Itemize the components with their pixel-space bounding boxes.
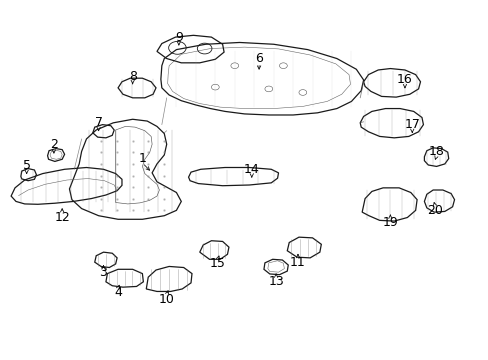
Text: 17: 17 <box>404 118 419 131</box>
Text: 5: 5 <box>22 159 31 172</box>
Text: 6: 6 <box>255 52 263 65</box>
Text: 8: 8 <box>128 70 136 83</box>
Text: 10: 10 <box>159 293 174 306</box>
Text: 11: 11 <box>289 256 305 269</box>
Text: 4: 4 <box>114 286 122 299</box>
Text: 19: 19 <box>382 216 397 229</box>
Text: 2: 2 <box>50 138 58 151</box>
Text: 15: 15 <box>209 257 225 270</box>
Text: 7: 7 <box>95 116 102 129</box>
Text: 3: 3 <box>100 266 107 279</box>
Text: 14: 14 <box>244 163 259 176</box>
Text: 20: 20 <box>427 204 442 217</box>
Text: 18: 18 <box>428 145 444 158</box>
Text: 12: 12 <box>54 211 70 224</box>
Text: 1: 1 <box>138 152 146 165</box>
Text: 13: 13 <box>268 275 284 288</box>
Text: 9: 9 <box>175 31 183 44</box>
Text: 16: 16 <box>396 73 412 86</box>
